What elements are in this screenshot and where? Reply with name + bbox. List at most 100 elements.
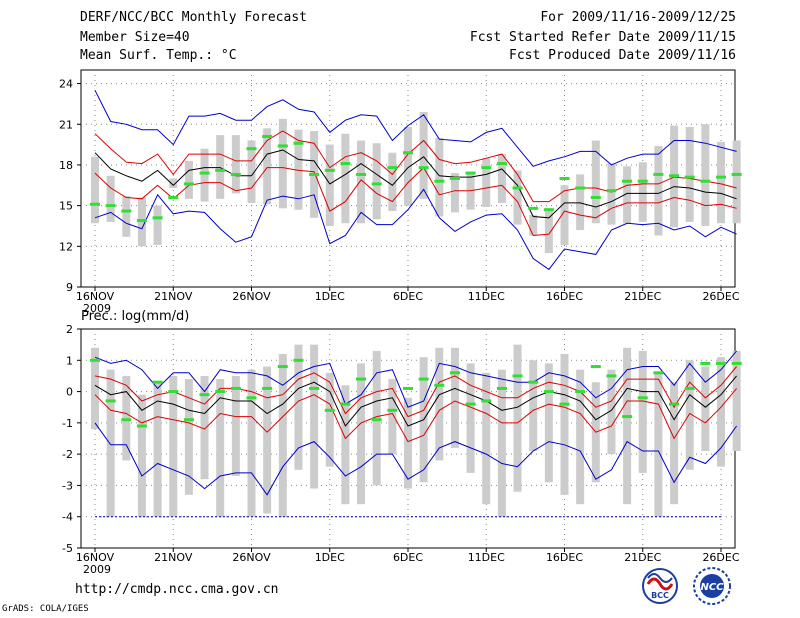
temp-spread-box	[482, 158, 491, 207]
prec-y-tick-label: 1	[66, 354, 73, 367]
prec-year-label: 2009	[83, 563, 111, 576]
prec-spread-box	[153, 382, 162, 517]
prec-spread-box	[482, 372, 491, 505]
temp-obs-mark	[183, 182, 194, 186]
prec-obs-mark	[731, 361, 742, 365]
prec-obs-mark	[387, 408, 398, 412]
prec-obs-mark	[356, 377, 367, 381]
temp-x-tick-label: 16NOV	[76, 290, 115, 303]
prec-x-tick-label: 11DEC	[468, 551, 505, 564]
temp-obs-mark	[246, 147, 257, 151]
temp-spread-box	[372, 143, 381, 220]
prec-spread-box	[372, 350, 381, 486]
temp-spread-box	[654, 145, 663, 236]
prec-spread-box	[435, 347, 444, 461]
prec-spread-box	[106, 369, 115, 517]
temp-upper-line	[94, 130, 737, 203]
prec-mean-line	[94, 375, 737, 427]
prec-spread-box	[231, 375, 240, 477]
prec-spread-box	[513, 344, 522, 492]
prec-spread-box	[529, 360, 538, 452]
prec-obs-mark	[449, 371, 460, 375]
temp-obs-mark	[121, 209, 132, 213]
prec-spread-box	[169, 375, 178, 517]
temp-obs-mark	[152, 216, 163, 220]
prec-obs-mark	[590, 365, 601, 369]
temp-spread-box	[247, 140, 256, 203]
temp-obs-mark	[403, 151, 413, 155]
prec-obs-mark	[168, 390, 179, 394]
prec-obs-mark	[199, 393, 210, 397]
prec-y-tick-label: -3	[62, 479, 73, 492]
temp-obs-mark	[418, 166, 429, 170]
temp-spread-box	[263, 128, 272, 205]
temp-obs-mark	[309, 172, 320, 176]
temp-spread-box	[544, 208, 553, 254]
temp-spread-box	[560, 185, 569, 245]
prec-spread-box	[638, 350, 647, 473]
temp-y-tick-label: 15	[59, 200, 73, 213]
temp-spread-box	[623, 166, 632, 224]
prec-obs-mark	[293, 358, 304, 362]
prec-spread-box	[560, 354, 569, 495]
temp-spread-box	[591, 140, 600, 224]
prec-spread-box	[701, 366, 710, 452]
prec-spread-box	[623, 347, 632, 505]
temp-x-tick-label: 11DEC	[468, 290, 505, 303]
temp-spread-box	[341, 133, 350, 224]
temp-min-line	[94, 188, 737, 271]
prec-lower-line	[94, 388, 737, 443]
prec-x-tick-label: 16NOV	[76, 551, 115, 564]
temp-obs-mark	[669, 174, 680, 178]
temp-obs-mark	[528, 206, 539, 210]
temp-spread-box	[357, 140, 366, 224]
temp-spread-box	[701, 124, 710, 226]
prec-obs-mark	[90, 358, 100, 362]
prec-obs-mark	[403, 386, 413, 390]
prec-obs-mark	[528, 380, 539, 384]
prec-obs-mark	[684, 386, 695, 390]
prec-obs-mark	[575, 390, 586, 394]
temp-obs-mark	[684, 175, 695, 179]
temp-y-tick-label: 9	[66, 281, 73, 294]
temp-spread-box	[278, 118, 287, 209]
prec-obs-mark	[340, 402, 351, 406]
prec-obs-mark	[136, 424, 147, 428]
prec-y-tick-label: -2	[62, 448, 73, 461]
temp-y-tick-label: 21	[59, 118, 73, 131]
prec-obs-mark	[700, 361, 711, 365]
temp-obs-mark	[716, 175, 726, 179]
temp-obs-mark	[90, 202, 100, 206]
temp-spread-box	[607, 163, 616, 225]
prec-spread-box	[732, 350, 741, 452]
temp-obs-mark	[449, 177, 460, 180]
prec-obs-mark	[637, 396, 648, 400]
prec-spread-box	[294, 344, 303, 470]
temp-spread-box	[717, 141, 725, 224]
temp-spread-box	[106, 175, 115, 222]
prec-spread-box	[278, 354, 287, 517]
footer-url[interactable]: http://cmdp.ncc.cma.gov.cn	[75, 582, 279, 597]
variable-label: Mean Surf. Temp.: °C	[80, 48, 237, 63]
grads-credit: GrADS: COLA/IGES	[2, 604, 89, 614]
temp-spread-box	[419, 112, 428, 199]
prec-obs-mark	[215, 390, 226, 394]
prec-obs-mark	[512, 374, 523, 378]
prec-spread-box	[184, 379, 193, 495]
temp-spread-box	[216, 135, 225, 199]
temp-x-tick-label: 1DEC	[315, 290, 345, 303]
prec-spread-box	[247, 369, 256, 517]
prec-spread-box	[357, 363, 366, 505]
prec-y-tick-label: 2	[66, 323, 73, 336]
temp-spread-box	[91, 156, 99, 224]
temp-x-tick-label: 26DEC	[702, 290, 739, 303]
temp-lower-line	[94, 166, 737, 237]
prec-spread-box	[544, 363, 553, 483]
temp-spread-box	[294, 129, 303, 210]
temp-spread-box	[200, 148, 209, 202]
temp-obs-mark	[387, 166, 398, 170]
temp-spread-box	[153, 205, 162, 245]
temp-obs-mark	[496, 162, 507, 166]
prec-spread-box	[576, 369, 585, 505]
prec-obs-mark	[496, 386, 507, 390]
